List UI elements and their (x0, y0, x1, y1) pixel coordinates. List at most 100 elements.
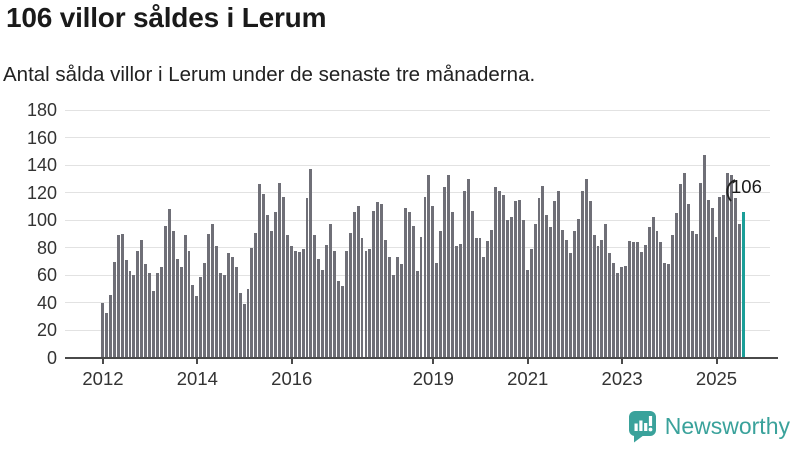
bar (470, 210, 474, 358)
bar (380, 203, 384, 358)
bar (140, 239, 144, 358)
bar (211, 224, 215, 358)
bar (486, 240, 490, 358)
bar (317, 258, 321, 358)
bar (399, 264, 403, 358)
bar (494, 187, 498, 358)
bar (458, 243, 462, 358)
bar (561, 229, 565, 358)
bar (572, 231, 576, 358)
bar (537, 198, 541, 358)
bar (388, 257, 392, 358)
bar (423, 196, 427, 358)
bar (395, 257, 399, 358)
bar (730, 174, 734, 358)
x-tick-label: 2021 (507, 368, 549, 389)
bar (643, 245, 647, 358)
x-tick-label: 2019 (412, 368, 454, 389)
bar (694, 234, 698, 358)
bar (596, 246, 600, 358)
bar (333, 250, 336, 358)
bar (309, 169, 313, 358)
bar (340, 286, 344, 358)
bar (533, 224, 537, 358)
bar (281, 196, 285, 358)
grid-line (65, 164, 770, 166)
bar (635, 242, 639, 358)
bar (250, 247, 254, 358)
bar (124, 260, 128, 358)
bar (344, 250, 348, 358)
bar (675, 213, 679, 358)
bar (580, 191, 584, 358)
bar (242, 304, 246, 358)
bar (195, 296, 199, 358)
y-tick-label: 140 (26, 155, 57, 176)
bar (722, 195, 726, 358)
bar (360, 238, 364, 358)
bar (274, 211, 277, 358)
bar (706, 199, 710, 358)
y-tick-label: 60 (36, 265, 57, 286)
bar (462, 191, 466, 358)
bar (513, 200, 517, 358)
bar (104, 312, 108, 358)
x-tick-mark (621, 357, 624, 364)
bar (407, 211, 411, 358)
x-tick-label: 2012 (82, 368, 124, 389)
page-subtitle: Antal sålda villor i Lerum under de sena… (3, 63, 536, 86)
bar (148, 272, 152, 358)
bar (447, 174, 451, 358)
bar (431, 206, 435, 358)
bar (305, 198, 309, 358)
bar (226, 253, 230, 358)
bar (474, 238, 478, 358)
bar (671, 235, 675, 358)
bar (659, 242, 663, 358)
bar (451, 211, 454, 358)
bar (270, 231, 274, 358)
y-tick-label: 120 (26, 182, 57, 203)
bar (726, 173, 730, 358)
bar (191, 284, 195, 358)
bar (584, 178, 588, 358)
bar (624, 265, 627, 358)
bar (454, 246, 458, 358)
bar (502, 195, 506, 358)
bar (187, 250, 191, 358)
bar (222, 275, 226, 358)
bar (144, 264, 148, 358)
bar (128, 271, 132, 358)
bar (604, 224, 608, 358)
brand-name: Newsworthy (664, 413, 790, 439)
bar (443, 187, 447, 358)
bar (356, 206, 360, 358)
bar (490, 229, 494, 358)
annotation-callout-curve-icon (726, 179, 736, 202)
bar (506, 220, 509, 358)
bar (215, 246, 218, 358)
bar (620, 267, 624, 358)
bar (655, 231, 659, 358)
y-tick-label: 180 (26, 100, 57, 120)
bar (234, 267, 238, 358)
bar (510, 217, 513, 358)
grid-line (65, 192, 770, 194)
bar (199, 276, 203, 358)
bar (525, 269, 529, 358)
bar (702, 155, 706, 358)
bar (687, 203, 690, 358)
bar (651, 217, 655, 358)
bar (238, 293, 242, 358)
bar (698, 183, 702, 358)
bar (246, 289, 250, 358)
grid-line (65, 137, 770, 139)
y-tick-label: 0 (46, 348, 57, 368)
bar (156, 272, 159, 358)
bar (612, 262, 616, 358)
bar (419, 236, 423, 358)
y-tick-label: 100 (26, 210, 57, 231)
bar (230, 257, 234, 358)
bar (639, 251, 643, 358)
x-tick-mark (432, 357, 435, 364)
